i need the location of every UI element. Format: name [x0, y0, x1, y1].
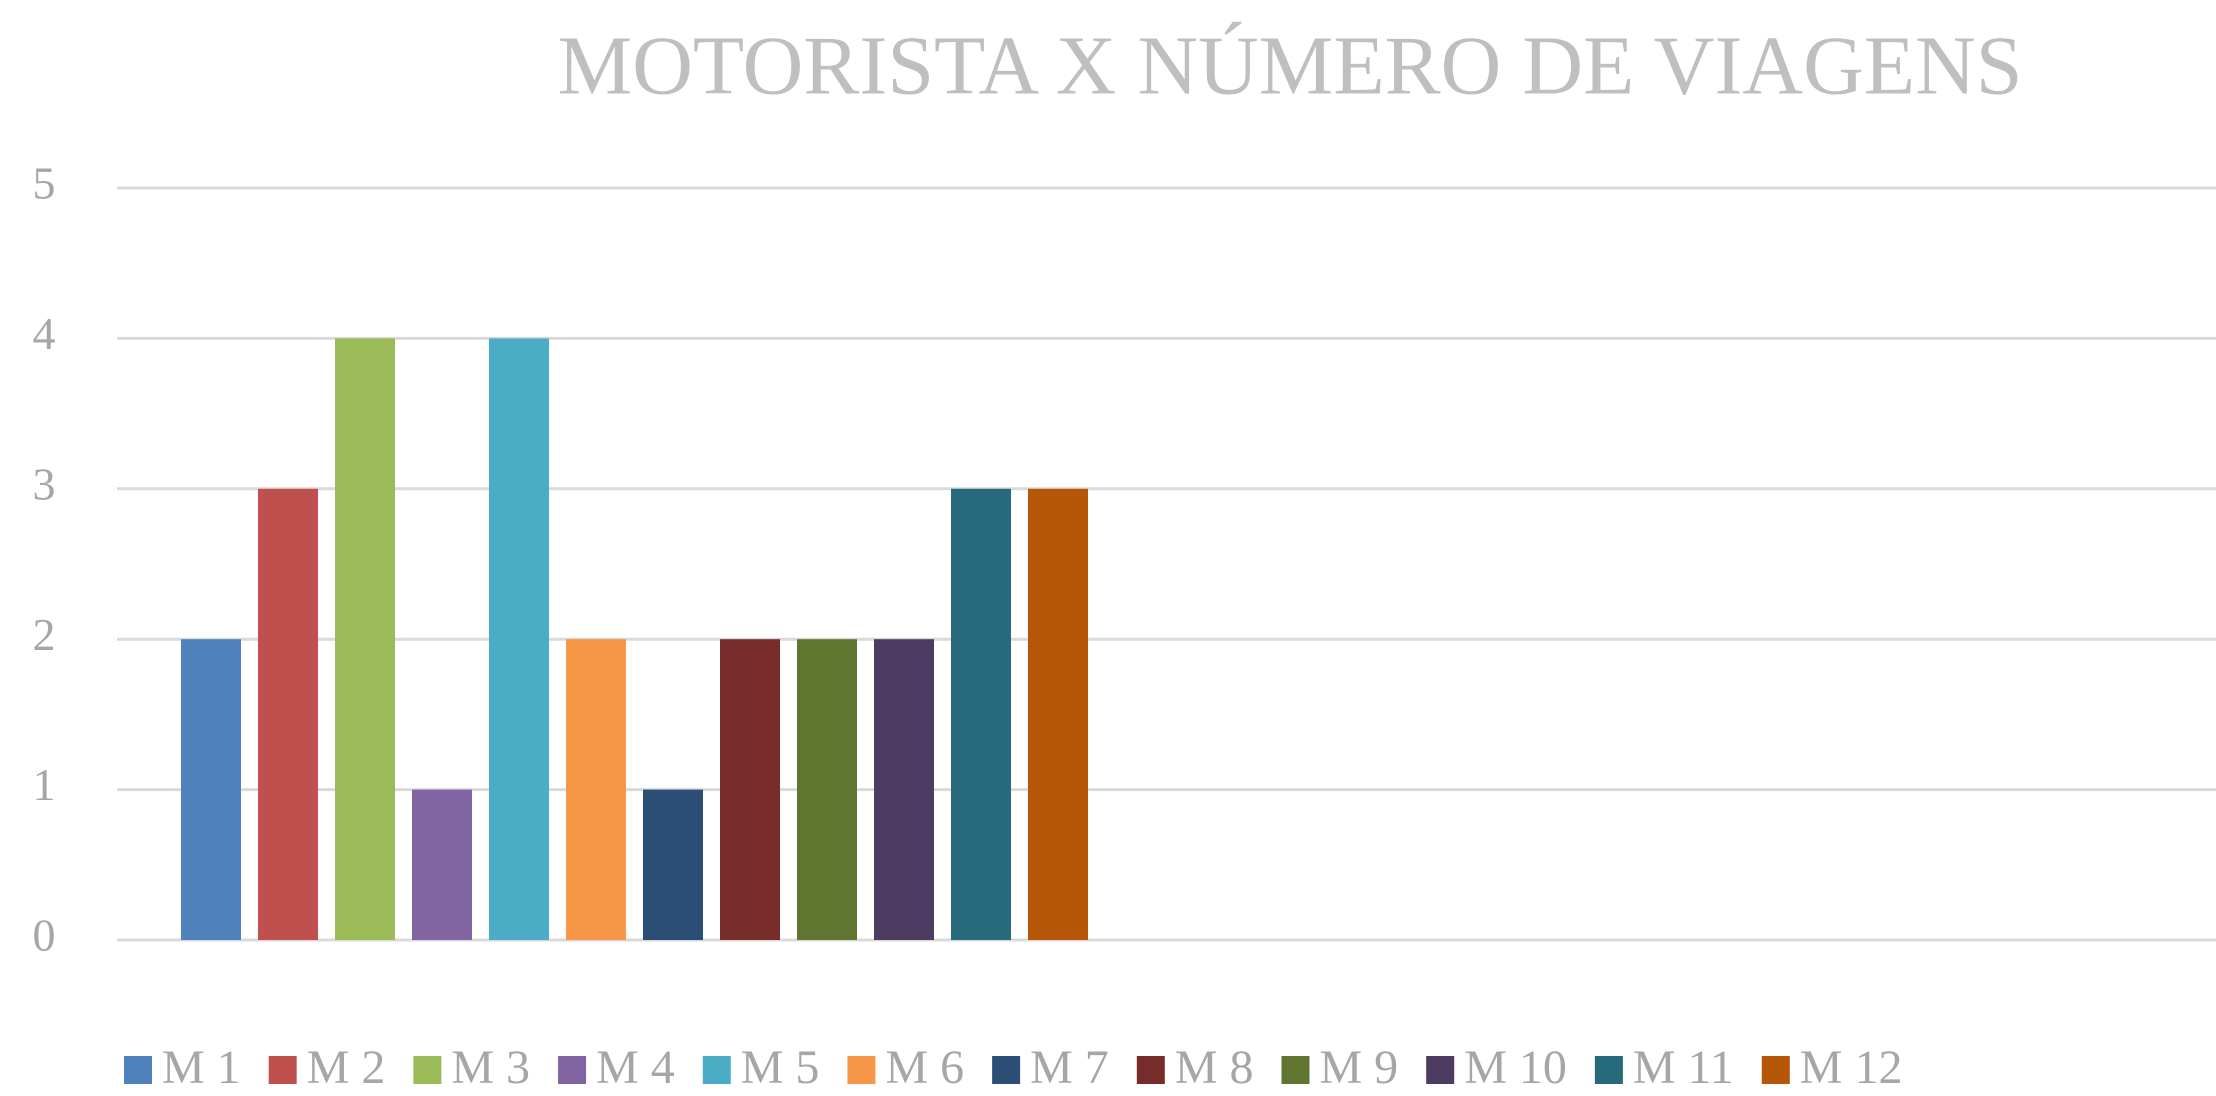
legend-label: M 7 [1030, 1041, 1109, 1094]
legend-label: M 1 [162, 1041, 241, 1094]
legend-label: M 3 [451, 1041, 530, 1094]
legend-label: M 12 [1800, 1041, 1903, 1094]
bar [566, 639, 626, 940]
legend-swatch [1136, 1056, 1165, 1084]
y-tick-label: 3 [33, 458, 56, 509]
bar [643, 789, 703, 940]
bar [181, 639, 241, 940]
legend-swatch [558, 1056, 587, 1084]
legend-swatch [268, 1056, 297, 1084]
bar [874, 639, 934, 940]
legend-swatch [1426, 1056, 1455, 1084]
bar [720, 639, 780, 940]
legend-label: M 11 [1633, 1041, 1734, 1094]
y-tick-label: 0 [33, 910, 56, 961]
bar [1028, 488, 1088, 940]
legend-label: M 5 [741, 1041, 820, 1094]
legend-swatch [702, 1056, 731, 1084]
bar [951, 488, 1011, 940]
bar [258, 488, 318, 940]
legend-label: M 6 [885, 1041, 964, 1094]
legend-swatch [413, 1056, 442, 1084]
y-tick-label: 5 [33, 158, 56, 209]
legend-swatch [1761, 1056, 1790, 1084]
bar [335, 338, 395, 940]
legend-swatch [847, 1056, 876, 1084]
legend-label: M 9 [1320, 1041, 1399, 1094]
legend-swatch [1594, 1056, 1623, 1084]
bar [797, 639, 857, 940]
chart-title: MOTORISTA X NÚMERO DE VIAGENS [558, 19, 2023, 112]
legend-label: M 4 [596, 1041, 675, 1094]
legend-label: M 8 [1175, 1041, 1254, 1094]
bar [412, 789, 472, 940]
legend-swatch [124, 1056, 152, 1084]
y-tick-label: 4 [33, 308, 56, 359]
y-tick-label: 1 [33, 759, 56, 810]
y-tick-label: 2 [33, 609, 56, 660]
bar [489, 338, 549, 940]
legend-swatch [992, 1056, 1021, 1084]
legend-label: M 2 [307, 1041, 386, 1094]
legend-label: M 10 [1464, 1041, 1567, 1094]
legend-swatch [1281, 1056, 1310, 1084]
